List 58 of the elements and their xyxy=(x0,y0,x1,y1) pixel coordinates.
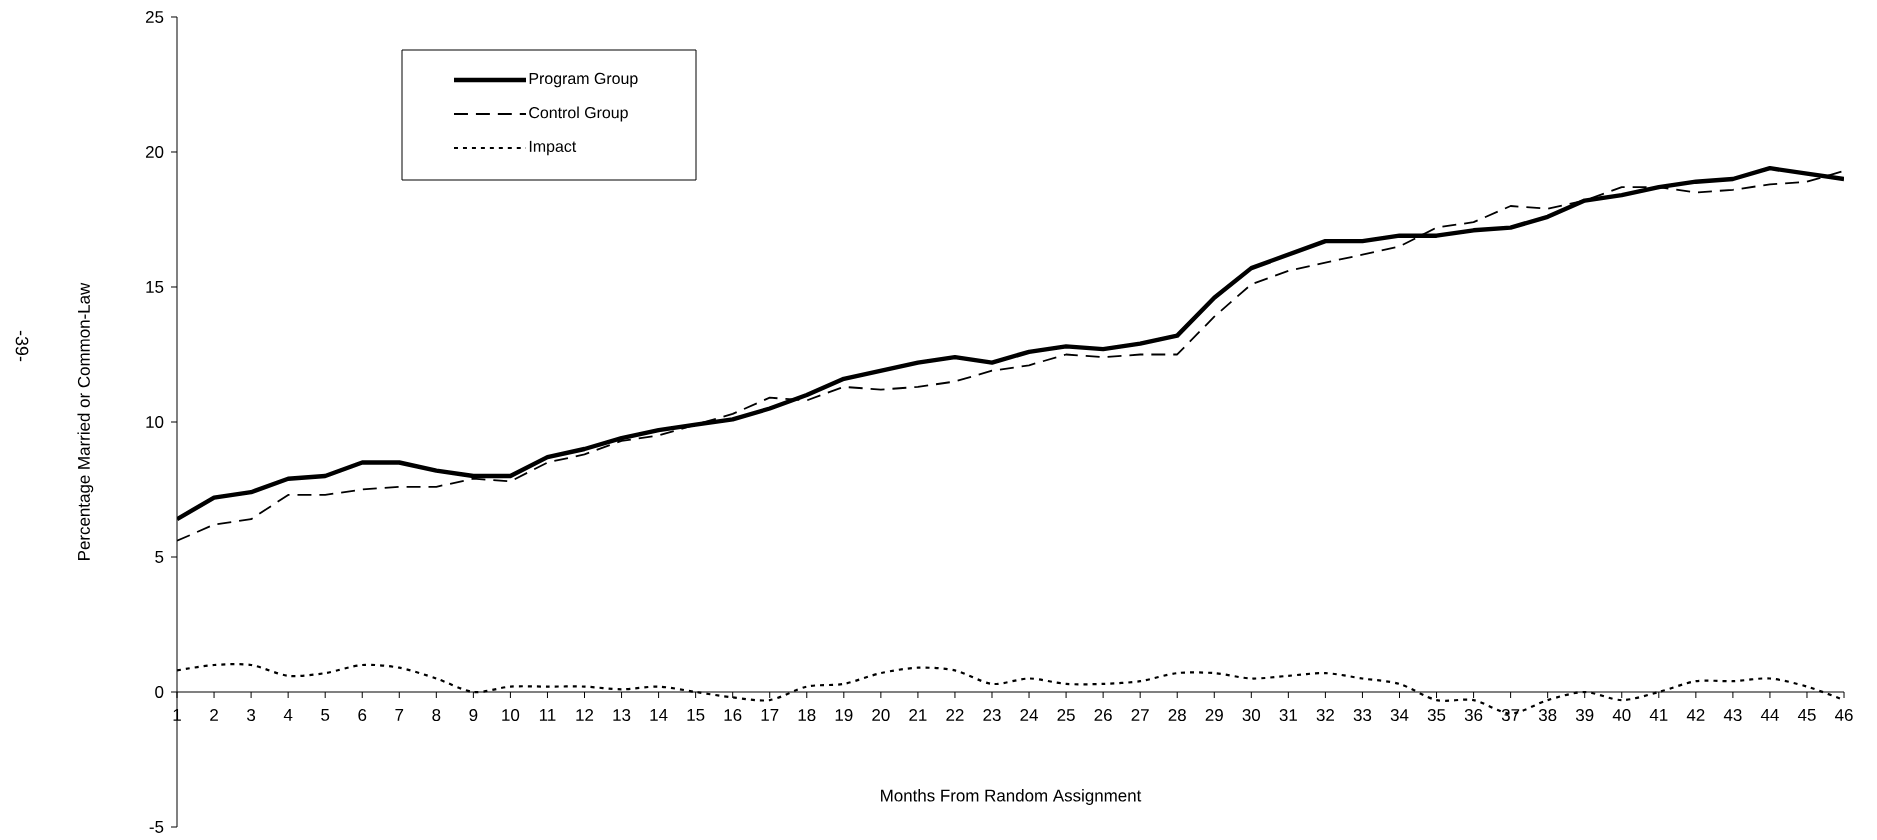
legend-label: Control Group xyxy=(529,106,628,122)
x-tick-label: 31 xyxy=(1279,709,1297,722)
x-tick-label: 34 xyxy=(1390,709,1409,722)
y-tick-label: 20 xyxy=(145,146,164,158)
x-tick-label: 14 xyxy=(650,709,668,721)
x-tick-label: 6 xyxy=(358,709,367,722)
x-tick-label: 5 xyxy=(321,709,330,721)
x-tick-label: 38 xyxy=(1538,709,1557,722)
x-tick-label: 4 xyxy=(283,709,293,721)
x-tick-label: 41 xyxy=(1649,709,1668,721)
x-tick-label: 40 xyxy=(1612,709,1631,722)
y-tick-label: 10 xyxy=(146,416,164,428)
x-tick-label: 7 xyxy=(395,709,404,721)
x-tick-label: 15 xyxy=(687,709,705,721)
x-tick-label: 32 xyxy=(1316,709,1334,722)
legend-label: Program Group xyxy=(529,72,638,88)
x-tick-label: 11 xyxy=(539,709,556,721)
x-tick-label: 45 xyxy=(1797,709,1816,721)
x-tick-label: 16 xyxy=(724,709,742,722)
x-tick-label: 28 xyxy=(1168,709,1186,722)
x-tick-label: 17 xyxy=(761,709,779,721)
x-tick-label: 10 xyxy=(502,709,520,722)
x-tick-label: 27 xyxy=(1131,709,1149,721)
x-tick-label: 36 xyxy=(1464,709,1483,722)
text: -39- xyxy=(15,330,29,362)
x-tick-label: 22 xyxy=(946,709,964,721)
x-tick-label: 24 xyxy=(1020,709,1038,721)
x-tick-label: 35 xyxy=(1427,709,1446,722)
x-tick-label: 26 xyxy=(1094,709,1112,722)
x-tick-label: 42 xyxy=(1686,709,1705,721)
x-tick-label: 9 xyxy=(469,709,478,722)
x-tick-label: 8 xyxy=(432,709,441,722)
y-tick-label: -5 xyxy=(149,821,164,833)
x-tick-label: 19 xyxy=(835,709,853,722)
x-tick-label: 44 xyxy=(1760,709,1779,721)
legend-label: Impact xyxy=(529,140,577,156)
y-tick-label: 25 xyxy=(145,11,164,23)
x-tick-label: 23 xyxy=(983,709,1001,722)
x-tick-label: 43 xyxy=(1723,709,1742,722)
x-tick-label: 12 xyxy=(576,709,594,721)
x-tick-label: 2 xyxy=(210,709,218,721)
x-tick-label: 13 xyxy=(613,709,631,722)
y-axis-title: Percentage Married or Common-Law xyxy=(77,282,94,560)
x-tick-label: 46 xyxy=(1834,709,1853,722)
y-tick-label: 0 xyxy=(155,686,164,698)
x-tick-label: 3 xyxy=(247,709,256,722)
x-tick-label: 39 xyxy=(1575,709,1594,722)
y-tick-label: 15 xyxy=(146,281,164,293)
x-tick-label: 1 xyxy=(173,709,181,721)
x-tick-label: 29 xyxy=(1205,709,1223,722)
x-tick-label: 25 xyxy=(1057,709,1075,722)
x-tick-label: 20 xyxy=(872,709,890,722)
x-tick-label: 18 xyxy=(798,709,816,722)
x-tick-label: 21 xyxy=(909,709,927,721)
x-axis-title: Months From Random Assignment xyxy=(881,789,1142,805)
y-tick-label: 5 xyxy=(155,551,164,563)
x-tick-label: 33 xyxy=(1353,709,1372,722)
x-tick-label: 30 xyxy=(1242,709,1261,722)
